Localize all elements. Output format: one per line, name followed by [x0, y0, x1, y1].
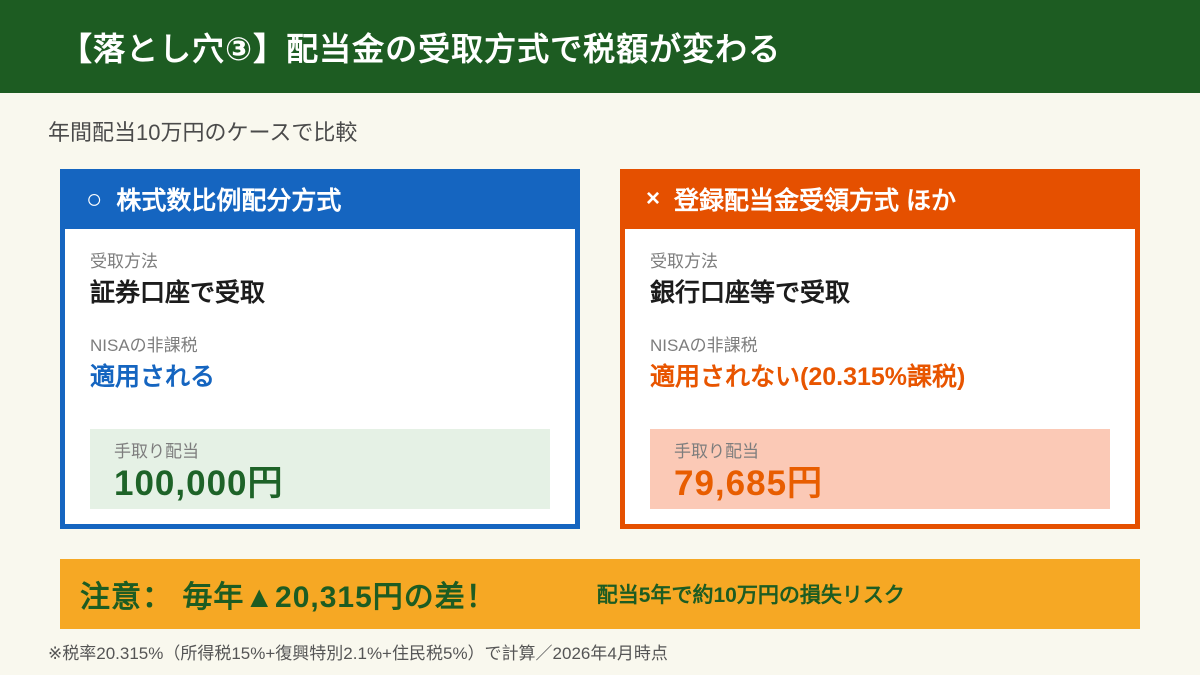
warning-main-text: 注意： 毎年▲20,315円の差！: [80, 581, 497, 614]
net-dividend-amount: 79,685円: [674, 464, 824, 503]
receive-method-label: 受取方法: [90, 252, 158, 271]
comparison-subtitle: 年間配当10万円のケースで比較: [48, 120, 358, 145]
receive-method-label: 受取方法: [650, 252, 718, 271]
tax-rate-footnote: ※税率20.315%（所得税15%+復興特別2.1%+住民税5%）で計算／202…: [48, 644, 668, 663]
title-banner: 【落とし穴③】配当金の受取方式で税額が変わる: [0, 0, 1200, 93]
net-dividend-label: 手取り配当: [674, 442, 759, 461]
nisa-exemption-label: NISAの非課税: [650, 336, 758, 355]
warning-sub-text: 配当5年で約10万円の損失リスク: [596, 584, 905, 607]
card-registered-method: × 登録配当金受領方式 ほか 受取方法 銀行口座等で受取 NISAの非課税 適用…: [620, 169, 1140, 529]
net-dividend-label: 手取り配当: [114, 442, 199, 461]
nisa-exemption-value: 適用される: [90, 363, 216, 391]
page-title: 【落とし穴③】配当金の受取方式で税額が変わる: [60, 30, 782, 67]
net-dividend-amount: 100,000円: [114, 464, 284, 503]
cross-mark-icon: ×: [646, 185, 661, 212]
warning-bar: 注意： 毎年▲20,315円の差！ 配当5年で約10万円の損失リスク: [60, 559, 1140, 629]
card-registered-body: 受取方法 銀行口座等で受取 NISAの非課税 適用されない(20.315%課税)…: [625, 229, 1135, 524]
receive-method-value: 銀行口座等で受取: [650, 279, 851, 307]
card-proportional-title: 株式数比例配分方式: [116, 187, 342, 215]
card-registered-title: 登録配当金受領方式 ほか: [674, 187, 956, 215]
card-proportional-body: 受取方法 証券口座で受取 NISAの非課税 適用される 手取り配当 100,00…: [65, 229, 575, 524]
comparison-cards: ○ 株式数比例配分方式 受取方法 証券口座で受取 NISAの非課税 適用される …: [60, 169, 1140, 529]
net-dividend-box: 手取り配当 100,000円: [90, 429, 550, 509]
net-dividend-box: 手取り配当 79,685円: [650, 429, 1110, 509]
receive-method-value: 証券口座で受取: [90, 279, 266, 307]
card-proportional-header: ○ 株式数比例配分方式: [60, 169, 580, 229]
nisa-exemption-value: 適用されない(20.315%課税): [650, 363, 966, 391]
nisa-exemption-label: NISAの非課税: [90, 336, 198, 355]
circle-mark-icon: ○: [86, 183, 103, 214]
card-proportional-method: ○ 株式数比例配分方式 受取方法 証券口座で受取 NISAの非課税 適用される …: [60, 169, 580, 529]
card-registered-header: × 登録配当金受領方式 ほか: [620, 169, 1140, 229]
